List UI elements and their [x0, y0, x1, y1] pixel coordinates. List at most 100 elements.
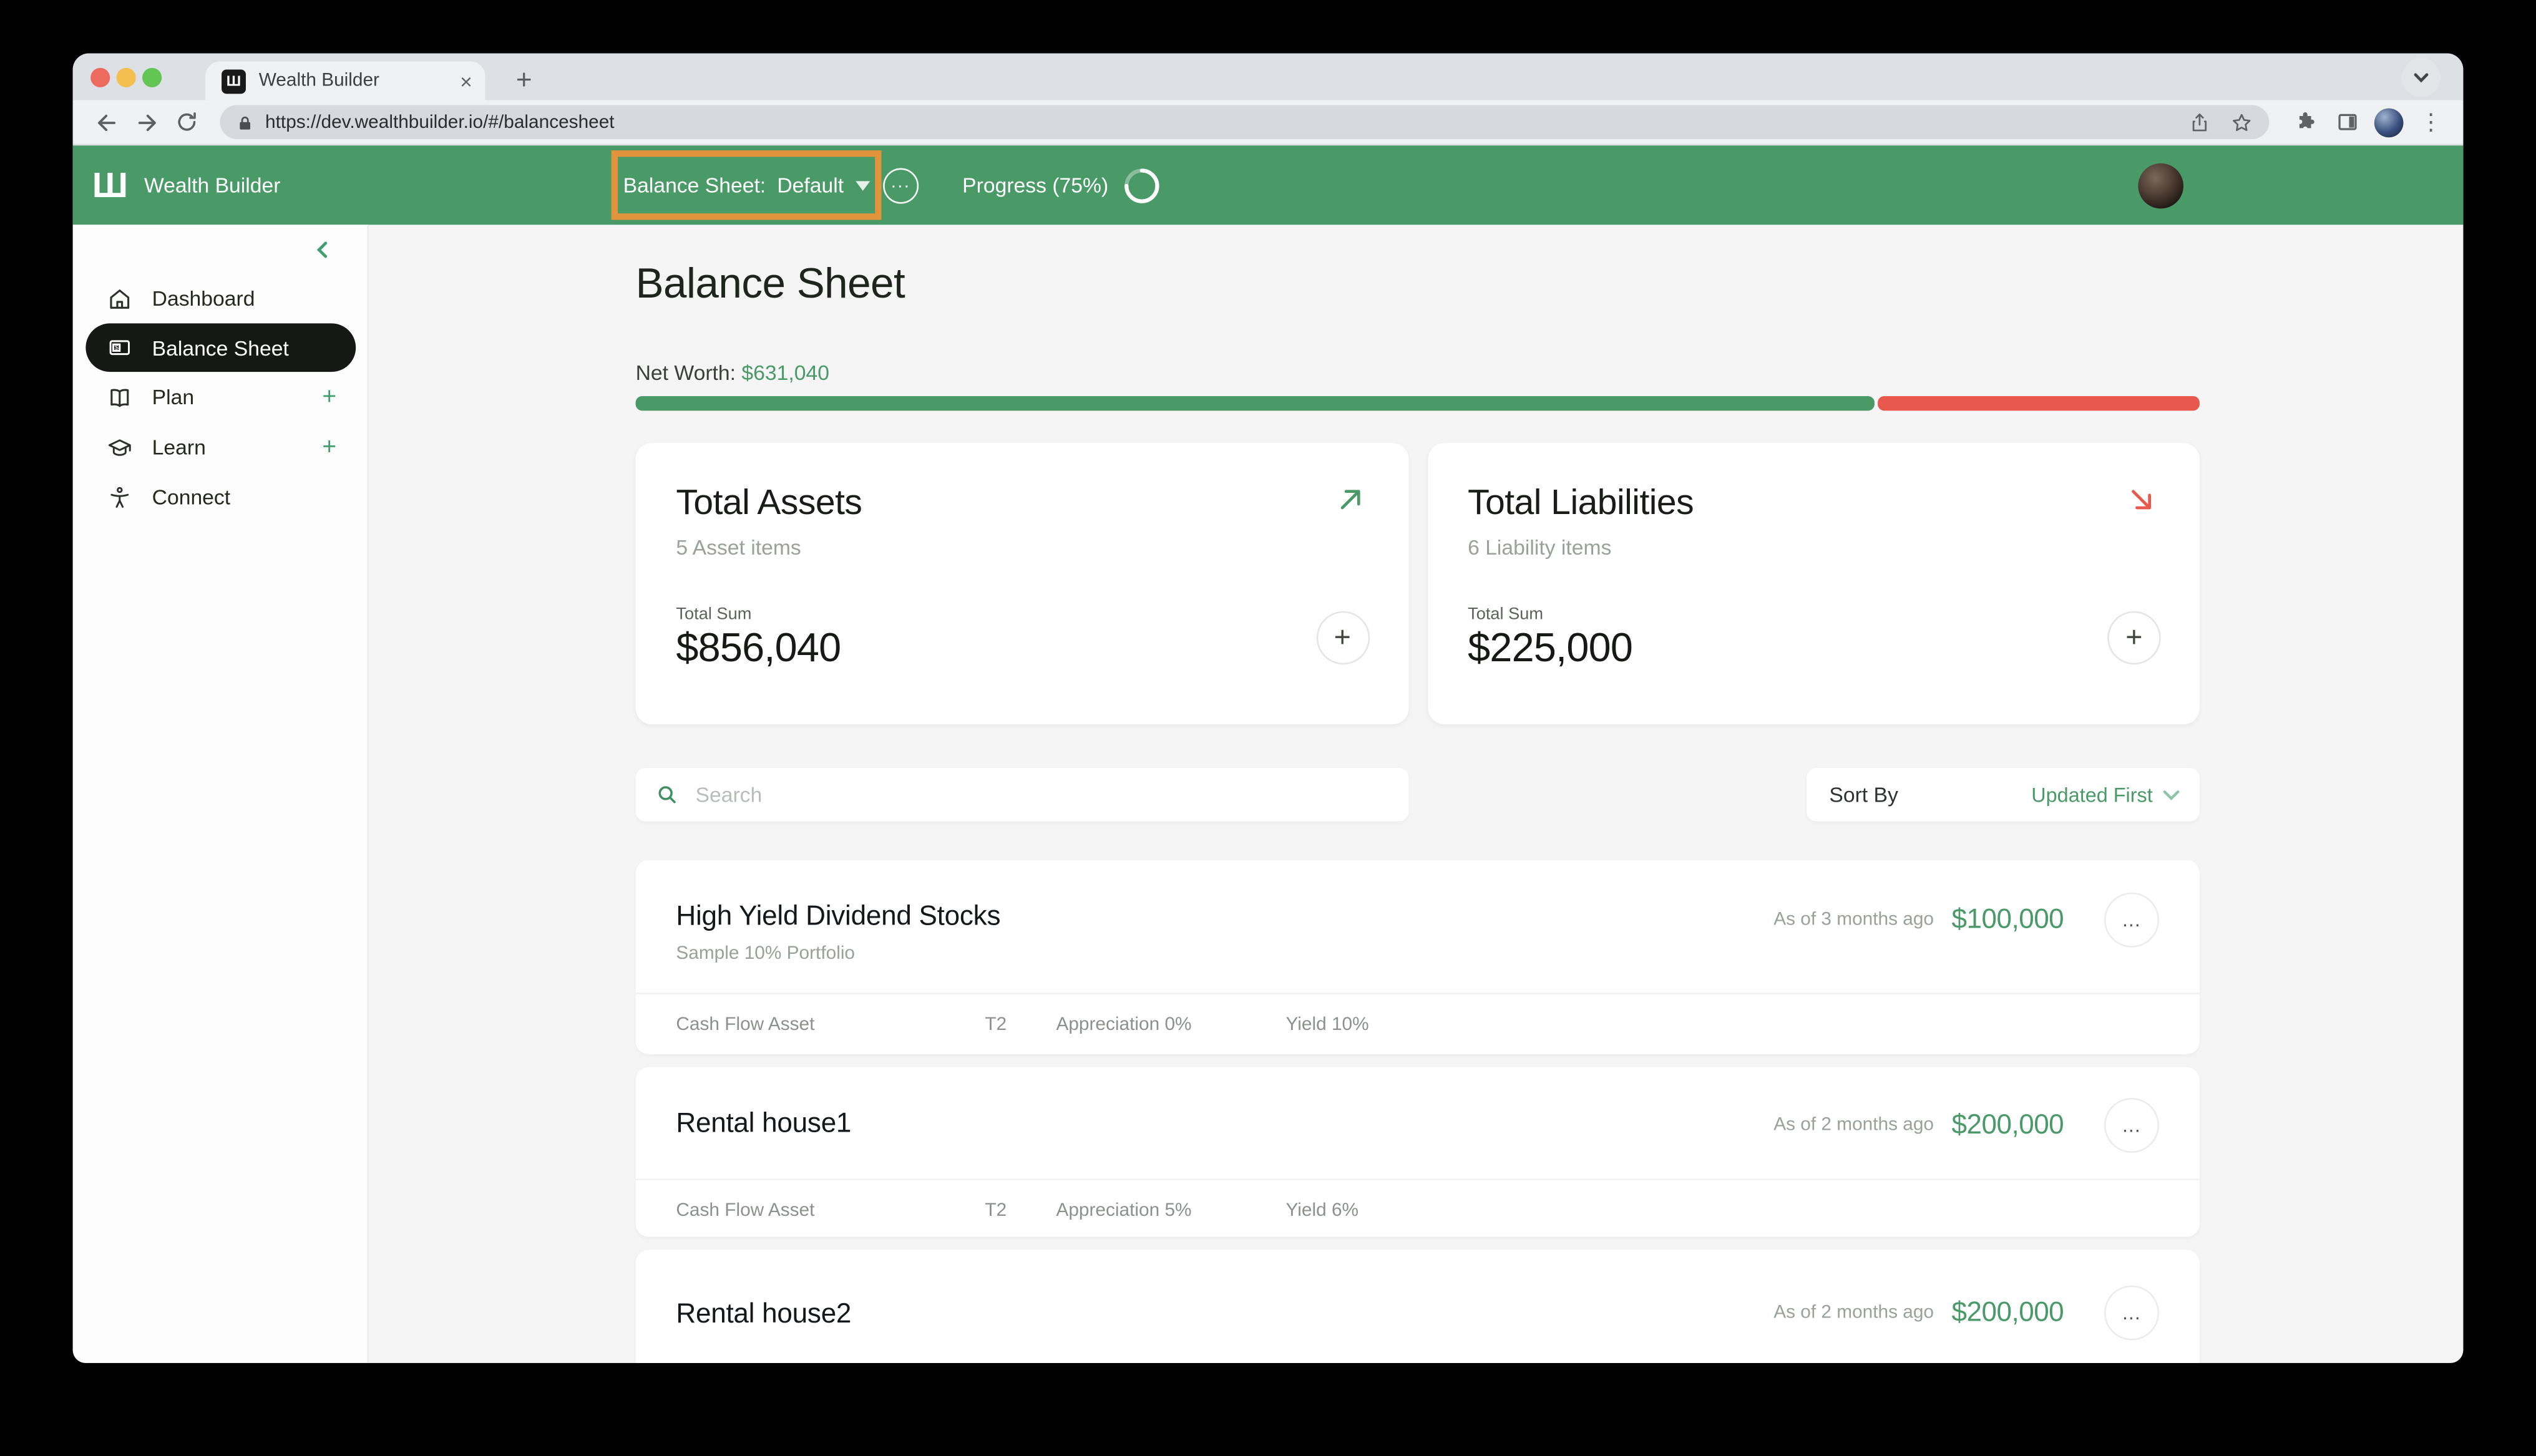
row-menu-ellipsis-button[interactable]: ... [2104, 1097, 2160, 1153]
sheet-options-ellipsis-button[interactable]: ... [883, 168, 919, 204]
asset-subtitle: Sample 10% Portfolio [676, 944, 856, 964]
fullscreen-window-button[interactable] [142, 67, 162, 87]
sidebar-item-balance-sheet[interactable]: $ Balance Sheet [85, 323, 356, 372]
extensions-puzzle-icon[interactable] [2285, 103, 2324, 142]
tab-favicon-icon: Ш [222, 69, 246, 94]
address-bar[interactable]: https://dev.wealthbuilder.io/#/balancesh… [220, 105, 2270, 139]
progress-indicator: Progress (75%) [962, 145, 1162, 225]
net-worth-bar-liabilities [1877, 396, 2200, 411]
brand-name: Wealth Builder [144, 173, 281, 198]
net-worth-bar-assets [635, 396, 1875, 411]
asset-value: $200,000 [1951, 1296, 2064, 1327]
total-liabilities-card: Total Liabilities 6 Liability items Tota… [1427, 443, 2200, 725]
add-liability-button[interactable]: + [2107, 611, 2161, 665]
add-learn-button[interactable]: + [322, 433, 337, 461]
chevron-down-icon [2162, 789, 2180, 802]
balance-sheet-icon: $ [107, 335, 132, 361]
minimize-window-button[interactable] [116, 67, 136, 87]
sidebar-item-label: Learn [152, 435, 206, 460]
balance-sheet-selector[interactable]: Balance Sheet: Default [611, 150, 882, 220]
sidebar-item-dashboard[interactable]: Dashboard [73, 273, 368, 323]
wealth-builder-logo-icon: Ш [92, 164, 129, 205]
sidebar-item-learn[interactable]: Learn + [73, 422, 368, 472]
asset-row[interactable]: Rental house1 As of 2 months ago $200,00… [635, 1067, 2200, 1237]
selector-value: Default [777, 173, 844, 198]
forward-icon[interactable] [126, 103, 167, 142]
search-input[interactable] [695, 782, 1390, 807]
card-subtitle: 5 Asset items [676, 535, 801, 560]
add-asset-button[interactable]: + [1315, 611, 1369, 665]
graduation-cap-icon [107, 434, 132, 460]
sidebar: Dashboard $ Balance Sheet Plan + [72, 225, 369, 1363]
user-avatar[interactable] [2138, 163, 2183, 209]
side-panel-icon[interactable] [2328, 103, 2366, 142]
asset-as-of: As of 3 months ago [1773, 910, 1934, 930]
sort-dropdown[interactable]: Sort By Updated First [1807, 768, 2200, 822]
tab-close-icon[interactable]: × [460, 69, 472, 94]
url-text: https://dev.wealthbuilder.io/#/balancesh… [265, 112, 615, 132]
browser-menu-kebab-icon[interactable]: ⋮ [2419, 108, 2442, 135]
net-worth: Net Worth: $631,040 [636, 361, 2200, 385]
brand: Ш Wealth Builder [92, 145, 281, 225]
sidebar-item-label: Dashboard [152, 286, 255, 311]
browser-window: Ш Wealth Builder × + [72, 53, 2464, 1363]
traffic-lights [90, 54, 162, 100]
asset-name: High Yield Dividend Stocks [676, 900, 1001, 931]
home-icon [107, 285, 132, 311]
row-menu-ellipsis-button[interactable]: ... [2104, 1285, 2160, 1341]
sidebar-item-label: Balance Sheet [152, 335, 289, 360]
asset-name: Rental house1 [676, 1107, 852, 1138]
sidebar-item-plan[interactable]: Plan + [73, 372, 368, 422]
asset-as-of: As of 2 months ago [1773, 1303, 1934, 1323]
browser-toolbar: https://dev.wealthbuilder.io/#/balancesh… [72, 100, 2464, 146]
browser-profile-avatar[interactable] [2369, 103, 2408, 142]
sidebar-collapse-chevron-icon[interactable] [314, 238, 332, 267]
card-title: Total Liabilities [1468, 482, 1694, 523]
browser-tab[interactable]: Ш Wealth Builder × [205, 61, 485, 100]
progress-label: Progress (75%) [962, 173, 1109, 198]
net-worth-label: Net Worth: [635, 360, 736, 385]
app-header: Ш Wealth Builder Balance Sheet: Default … [72, 145, 2464, 225]
bookmark-star-icon[interactable] [2230, 111, 2253, 133]
net-worth-bar [635, 396, 2200, 411]
asset-name: Rental house2 [676, 1298, 852, 1329]
main-content: Balance Sheet Net Worth: $631,040 Total … [368, 225, 2464, 1363]
back-icon[interactable] [85, 103, 126, 142]
reload-icon[interactable] [167, 103, 207, 142]
trend-up-arrow-icon [1332, 482, 1367, 525]
page-title: Balance Sheet [635, 258, 905, 308]
row-divider [635, 1178, 2200, 1181]
accessibility-person-icon [107, 484, 132, 510]
asset-as-of: As of 2 months ago [1773, 1115, 1934, 1135]
total-sum-label: Total Sum [676, 604, 752, 624]
asset-row[interactable]: Rental house2 As of 2 months ago $200,00… [635, 1250, 2200, 1363]
asset-row[interactable]: High Yield Dividend Stocks Sample 10% Po… [635, 860, 2200, 1054]
new-tab-button[interactable]: + [515, 64, 532, 95]
net-worth-value: $631,040 [741, 360, 829, 385]
total-assets-card: Total Assets 5 Asset items Total Sum $85… [635, 443, 1408, 725]
svg-text:$: $ [115, 344, 119, 352]
asset-tier: T2 [985, 1201, 1007, 1221]
tab-search-chevron-icon[interactable] [2401, 58, 2441, 97]
row-divider [635, 993, 2200, 994]
search-icon [655, 782, 680, 807]
progress-ring-arc [1124, 168, 1160, 203]
sidebar-item-connect[interactable]: Connect [73, 472, 368, 522]
total-liabilities-sum: $225,000 [1468, 626, 1633, 671]
asset-type: Cash Flow Asset [676, 1201, 815, 1221]
asset-appreciation: Appreciation 5% [1056, 1201, 1192, 1221]
row-menu-ellipsis-button[interactable]: ... [2104, 892, 2160, 948]
asset-tier: T2 [985, 1015, 1007, 1035]
share-icon[interactable] [2188, 111, 2211, 133]
asset-value: $100,000 [1951, 903, 2064, 935]
close-window-button[interactable] [90, 67, 110, 87]
asset-yield: Yield 6% [1285, 1201, 1359, 1221]
total-assets-sum: $856,040 [676, 626, 841, 671]
tab-strip: Ш Wealth Builder × + [72, 53, 2464, 100]
add-plan-button[interactable]: + [322, 383, 337, 411]
search-box[interactable] [635, 768, 1409, 822]
asset-value: $200,000 [1951, 1109, 2064, 1140]
caret-down-icon [855, 180, 870, 190]
asset-type: Cash Flow Asset [676, 1015, 815, 1035]
